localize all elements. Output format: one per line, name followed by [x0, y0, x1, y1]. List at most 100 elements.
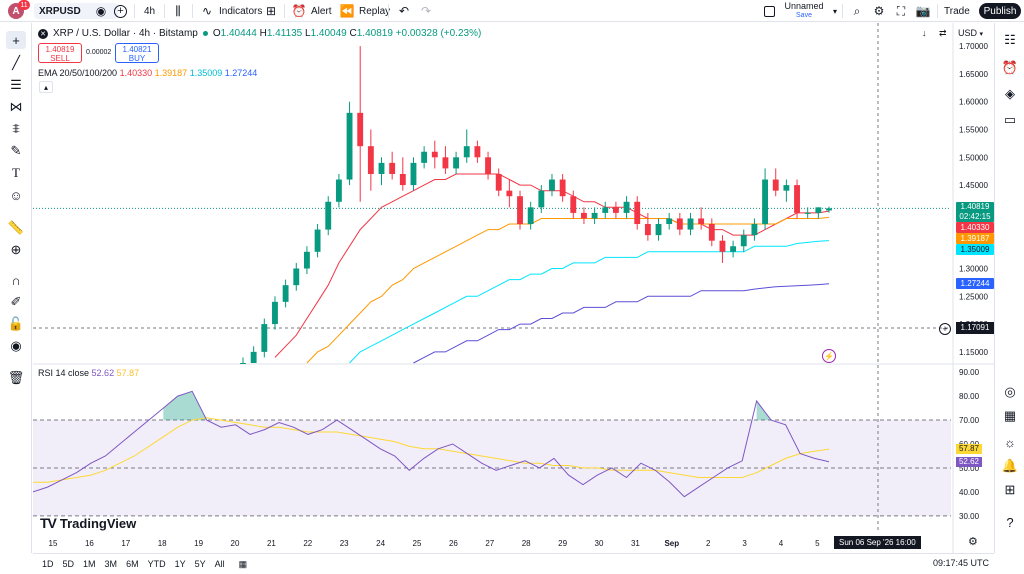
range-6m[interactable]: 6M: [126, 559, 139, 569]
indicators-button[interactable]: ∿ Indicators: [199, 3, 262, 19]
range-5y[interactable]: 5Y: [194, 559, 206, 569]
candle-body: [740, 235, 747, 247]
range-1m[interactable]: 1M: [83, 559, 96, 569]
candle-body: [698, 218, 705, 225]
tradingview-logo[interactable]: TV TradingView: [40, 515, 136, 531]
utc-clock[interactable]: 09:17:45 UTC: [932, 558, 989, 568]
open-value: 1.40444: [220, 28, 257, 39]
symbol-watch-toggle[interactable]: ◉: [93, 3, 109, 19]
candle-body: [367, 146, 374, 174]
help-icon: ?: [1006, 514, 1014, 530]
candle-body: [581, 212, 587, 219]
range-all[interactable]: All: [214, 559, 225, 569]
watchlist-button[interactable]: ☷: [1001, 31, 1019, 49]
settings-button[interactable]: ⚙: [871, 3, 887, 19]
undo-button[interactable]: ↶: [396, 3, 412, 19]
emoji-tool[interactable]: ☺: [6, 186, 26, 204]
replay-button[interactable]: ⏪ Replay: [339, 3, 391, 19]
data-window-button[interactable]: ◎: [1001, 383, 1019, 401]
stay-drawing-tool[interactable]: ✐: [6, 293, 26, 311]
calendar-button[interactable]: ▦: [1001, 407, 1019, 425]
market-status-dot: [202, 31, 208, 36]
series-title[interactable]: XRP / U.S. Dollar · 4h · Bitstamp: [53, 28, 198, 39]
object-tree-button[interactable]: ◈: [1001, 85, 1019, 103]
add-level-button[interactable]: +: [939, 323, 951, 335]
snapshot-button[interactable]: 📷: [915, 3, 931, 19]
remove-drawings-tool[interactable]: 🗑: [6, 369, 26, 387]
rsi-tick-label: 30.00: [959, 512, 980, 521]
rsi-axis-label: 52.62: [956, 456, 982, 467]
help-button[interactable]: ?: [1001, 513, 1019, 531]
bell-icon: 🔔: [1001, 458, 1019, 473]
candle-body: [314, 229, 321, 252]
candle-body: [272, 301, 278, 325]
axis-settings-button[interactable]: ⚙: [968, 535, 978, 548]
rsi-legend[interactable]: RSI 14 close 52.62 57.87: [38, 368, 139, 378]
buy-button[interactable]: 1.40821 BUY: [115, 43, 159, 63]
search-icon: ⌕: [853, 3, 861, 18]
symbol-search[interactable]: XRPUSD: [34, 3, 118, 19]
redo-button[interactable]: ↷: [418, 3, 434, 19]
price-tick-label: 1.55000: [959, 126, 988, 135]
lightning-icon[interactable]: ⚡: [822, 349, 836, 363]
trend-line-tool[interactable]: ╱: [6, 54, 26, 72]
zoom-tool[interactable]: ⊕: [6, 241, 26, 259]
date-range-button[interactable]: ▦: [239, 559, 248, 570]
chart-canvas[interactable]: 1.70000 1.65000 1.60000 1.55000 1.50000 1.450…: [33, 23, 994, 553]
interval-button[interactable]: 4h: [144, 3, 155, 19]
range-5d[interactable]: 5D: [62, 559, 75, 569]
rsi-tick-label: 80.00: [959, 392, 980, 401]
measure-tool[interactable]: 📏: [6, 219, 26, 237]
fullscreen-icon: ⛶: [896, 3, 906, 18]
brush-tool[interactable]: ✎: [6, 142, 26, 160]
pencil-lock-icon: ✐: [10, 294, 22, 309]
trade-button[interactable]: Trade: [944, 3, 970, 19]
hide-drawings-tool[interactable]: ◉: [6, 337, 26, 355]
scale-toggle[interactable]: ⇄: [939, 28, 947, 39]
time-tick-label: 24: [376, 539, 385, 548]
redo-icon: ↷: [420, 4, 432, 18]
patterns-tool[interactable]: ⋈: [6, 98, 26, 116]
divider: [284, 4, 285, 18]
alert-button[interactable]: ⏰ Alert: [291, 3, 332, 19]
dom-button[interactable]: ⊞: [1001, 481, 1019, 499]
lock-drawings-tool[interactable]: 🔓: [6, 315, 26, 333]
magnet-tool[interactable]: ∩: [6, 271, 26, 289]
chat-button[interactable]: ▭: [1001, 111, 1019, 129]
candle-body: [549, 179, 555, 191]
alert-label: Alert: [311, 5, 332, 17]
ema50-price-label: 1.39187: [956, 233, 994, 245]
publish-button[interactable]: Publish: [979, 3, 1021, 19]
fullscreen-button[interactable]: ⛶: [893, 3, 909, 19]
scale-down-arrow[interactable]: ↓: [922, 28, 927, 38]
templates-button[interactable]: ⊞: [263, 3, 279, 19]
candle-body: [687, 218, 694, 230]
ema100-line: [349, 240, 830, 364]
ema-legend[interactable]: EMA 20/50/100/200 1.40330 1.39187 1.3500…: [38, 68, 257, 78]
range-1y[interactable]: 1Y: [174, 559, 186, 569]
chart-type-button[interactable]: ⫼: [170, 3, 186, 19]
chart-area[interactable]: 1.70000 1.65000 1.60000 1.55000 1.50000 1.450…: [33, 23, 994, 553]
notifications-button[interactable]: 🔔: [1001, 457, 1019, 475]
range-ytd[interactable]: YTD: [147, 559, 166, 569]
range-1d[interactable]: 1D: [42, 559, 54, 569]
compare-add-button[interactable]: +: [114, 3, 127, 19]
forecast-tool[interactable]: ⩨: [6, 120, 26, 138]
crosshair-tool[interactable]: +: [6, 31, 26, 49]
text-tool[interactable]: T: [6, 164, 26, 182]
quick-search-button[interactable]: ⌕: [849, 3, 865, 19]
ideas-button[interactable]: ☼: [1001, 433, 1019, 451]
fib-tool[interactable]: ☰: [6, 76, 26, 94]
notification-badge: 11: [18, 0, 30, 10]
currency-select[interactable]: USD ▾: [958, 28, 983, 38]
range-3m[interactable]: 3M: [104, 559, 118, 569]
layout-menu-button[interactable]: ▾: [827, 3, 843, 19]
smiley-icon: ☺: [9, 187, 23, 203]
layout-name[interactable]: Unnamed Save: [784, 2, 824, 20]
sell-button[interactable]: 1.40819 SELL: [38, 43, 82, 63]
avatar-letter: A: [12, 5, 20, 17]
divider: [388, 4, 389, 18]
layout-checkbox[interactable]: [764, 3, 775, 19]
legend-collapse-button[interactable]: ▴: [39, 81, 53, 93]
alerts-panel-button[interactable]: ⏰: [1001, 59, 1019, 77]
